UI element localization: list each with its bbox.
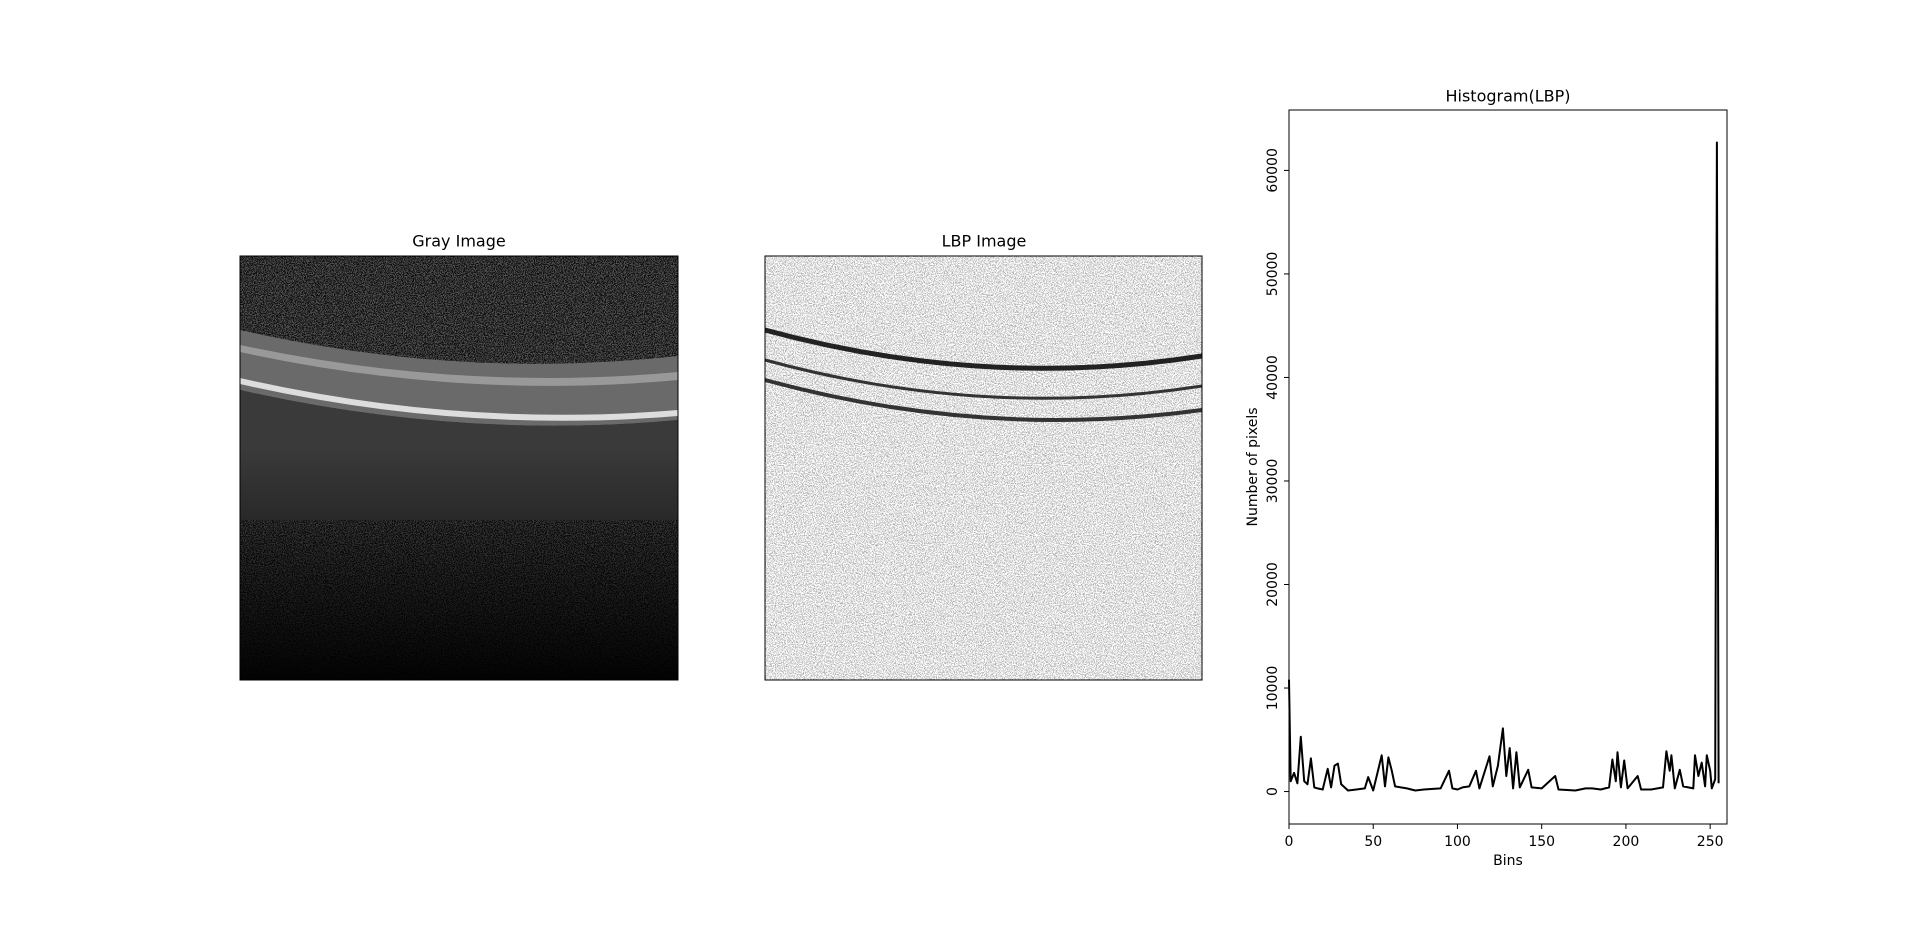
y-tick-label: 20000 xyxy=(1265,562,1281,607)
panel-title: LBP Image xyxy=(942,232,1027,251)
y-axis-label: Number of pixels xyxy=(1245,407,1261,526)
y-tick-label: 0 xyxy=(1265,787,1281,796)
x-tick-label: 50 xyxy=(1364,834,1382,850)
lbp-image xyxy=(764,255,1203,681)
axes-frame xyxy=(1288,109,1728,825)
x-tick-label: 250 xyxy=(1697,834,1724,850)
y-tick-label: 60000 xyxy=(1265,148,1281,193)
x-tick-label: 100 xyxy=(1444,834,1471,850)
x-tick-label: 150 xyxy=(1528,834,1555,850)
x-tick-label: 200 xyxy=(1613,834,1640,850)
y-tick-label: 30000 xyxy=(1265,459,1281,504)
y-tick-label: 10000 xyxy=(1265,666,1281,711)
x-axis-label: Bins xyxy=(1493,853,1523,869)
gray-image xyxy=(239,255,679,681)
chart-title: Histogram(LBP) xyxy=(1445,87,1570,106)
panel-title: Gray Image xyxy=(412,232,505,251)
y-tick-label: 50000 xyxy=(1265,252,1281,297)
histogram-line xyxy=(1288,141,1720,792)
y-tick-label: 40000 xyxy=(1265,355,1281,400)
x-tick-label: 0 xyxy=(1285,834,1294,850)
